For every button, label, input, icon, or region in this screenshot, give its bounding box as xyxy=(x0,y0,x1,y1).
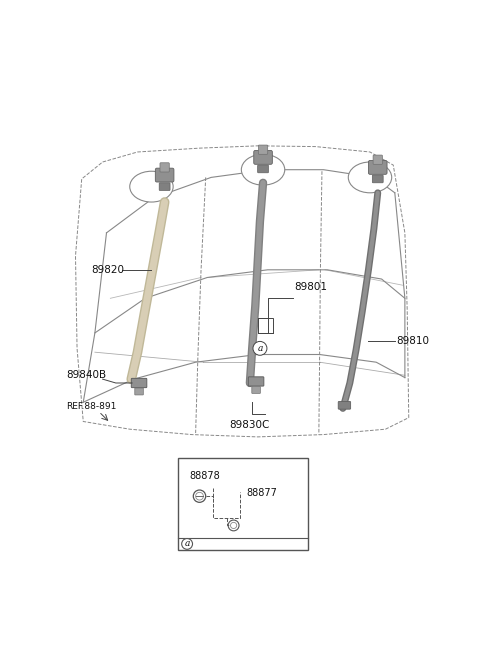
Circle shape xyxy=(228,520,239,531)
Text: 89820: 89820 xyxy=(91,265,124,275)
FancyBboxPatch shape xyxy=(248,377,264,386)
FancyBboxPatch shape xyxy=(254,150,272,164)
Circle shape xyxy=(181,539,192,549)
FancyBboxPatch shape xyxy=(160,163,169,172)
Text: 89801: 89801 xyxy=(294,282,327,292)
FancyBboxPatch shape xyxy=(159,183,170,191)
FancyBboxPatch shape xyxy=(258,145,268,154)
Text: REF.88-891: REF.88-891 xyxy=(66,401,117,411)
FancyBboxPatch shape xyxy=(372,175,383,183)
Text: 89830C: 89830C xyxy=(229,420,269,430)
Text: a: a xyxy=(184,539,190,549)
Text: 89810: 89810 xyxy=(396,336,429,346)
FancyBboxPatch shape xyxy=(373,155,383,164)
Ellipse shape xyxy=(130,171,173,202)
FancyBboxPatch shape xyxy=(156,168,174,182)
FancyBboxPatch shape xyxy=(132,378,147,388)
Text: 88877: 88877 xyxy=(246,488,277,498)
Circle shape xyxy=(230,522,237,528)
Bar xyxy=(258,317,273,333)
Bar xyxy=(178,458,308,550)
Text: a: a xyxy=(257,344,263,353)
Ellipse shape xyxy=(348,162,392,193)
Circle shape xyxy=(253,342,267,355)
FancyBboxPatch shape xyxy=(258,165,268,173)
FancyBboxPatch shape xyxy=(135,388,144,395)
Circle shape xyxy=(196,492,204,500)
Text: 89840B: 89840B xyxy=(66,371,107,380)
Text: 88878: 88878 xyxy=(190,471,220,481)
FancyBboxPatch shape xyxy=(338,401,350,409)
FancyBboxPatch shape xyxy=(369,160,387,174)
Ellipse shape xyxy=(241,154,285,185)
FancyBboxPatch shape xyxy=(252,386,260,394)
Circle shape xyxy=(193,490,206,503)
